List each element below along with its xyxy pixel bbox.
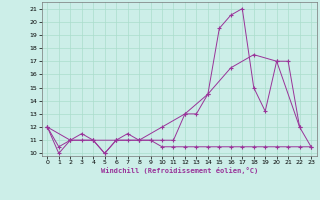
X-axis label: Windchill (Refroidissement éolien,°C): Windchill (Refroidissement éolien,°C) (100, 167, 258, 174)
